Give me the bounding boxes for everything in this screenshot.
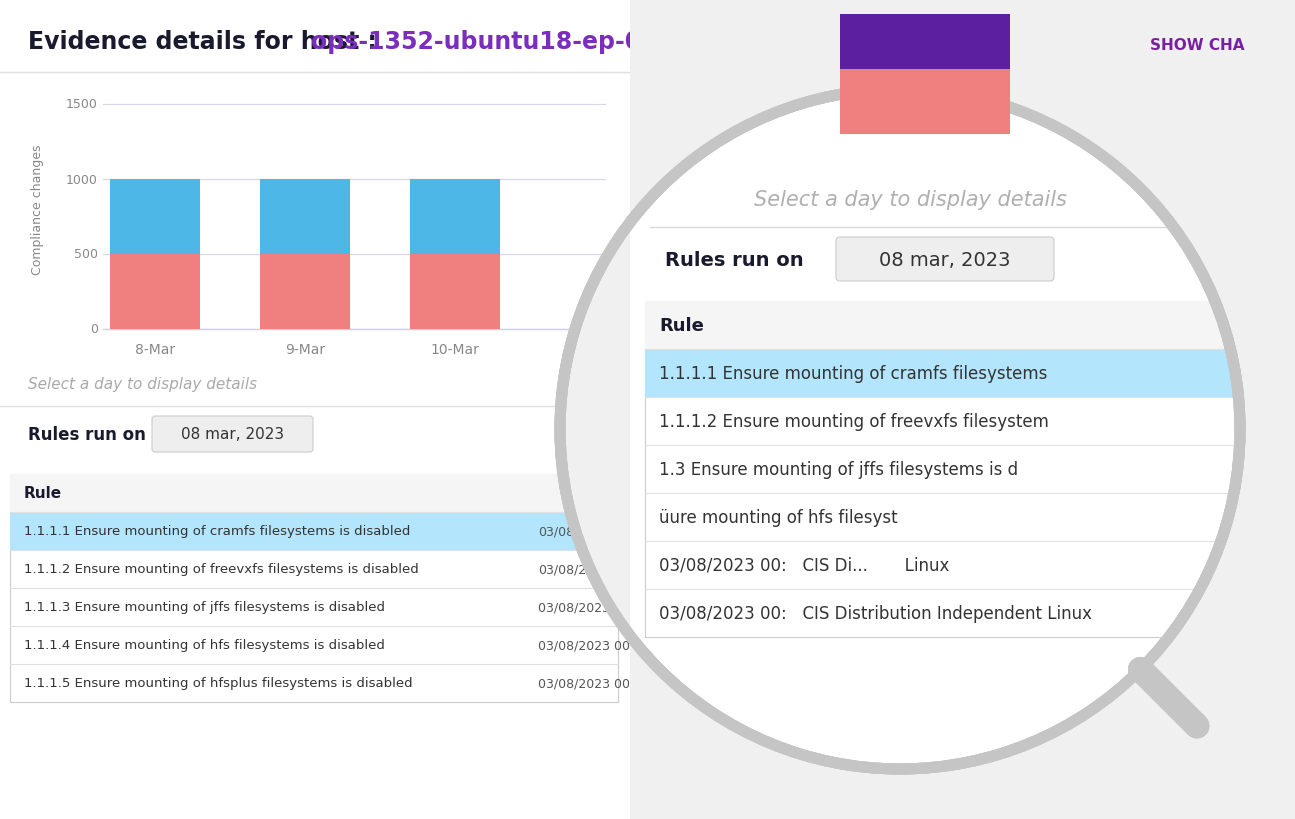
Text: 0: 0 <box>89 324 98 336</box>
Text: 03/08: 03/08 <box>537 525 574 538</box>
Text: 1000: 1000 <box>66 174 98 186</box>
Text: 1.1.1.1 Ensure mounting of cramfs filesystems is disabled: 1.1.1.1 Ensure mounting of cramfs filesy… <box>25 525 411 538</box>
Text: ops-1352-ubuntu18-ep-03: ops-1352-ubuntu18-ep-03 <box>311 30 658 54</box>
Bar <box>10 474 618 513</box>
Text: Rules run on: Rules run on <box>666 250 804 269</box>
Text: üure mounting of hfs filesyst: üure mounting of hfs filesyst <box>659 509 897 527</box>
Text: Select a day to display details: Select a day to display details <box>754 190 1067 210</box>
Bar <box>1241 0 1295 819</box>
Text: 08 mar, 2023: 08 mar, 2023 <box>879 250 1011 269</box>
Text: 1.1.1.2 Ensure mounting of freevxfs filesystem: 1.1.1.2 Ensure mounting of freevxfs file… <box>659 413 1049 431</box>
Bar <box>0 0 629 819</box>
Bar <box>629 0 1295 90</box>
Bar <box>411 255 500 329</box>
Text: 08 mar, 2023: 08 mar, 2023 <box>181 427 284 442</box>
Bar <box>645 350 1279 397</box>
FancyBboxPatch shape <box>837 238 1054 282</box>
Bar <box>260 180 350 255</box>
PathPatch shape <box>559 0 1295 819</box>
Text: 1500: 1500 <box>66 98 98 111</box>
Text: 10-Mar: 10-Mar <box>430 342 479 356</box>
Text: 9-Mar: 9-Mar <box>285 342 325 356</box>
Text: 1.1.1.1 Ensure mounting of cramfs filesystems: 1.1.1.1 Ensure mounting of cramfs filesy… <box>659 364 1048 382</box>
Text: SHOW CHA: SHOW CHA <box>1150 38 1244 52</box>
Text: Co: Co <box>1254 606 1272 620</box>
Text: 8-Mar: 8-Mar <box>135 342 175 356</box>
Bar <box>110 180 199 255</box>
Text: 03/08/2023 00:   CIS Distribution Independent Linux: 03/08/2023 00: CIS Distribution Independ… <box>659 604 1092 622</box>
Text: 03/08/2023 00:: 03/08/2023 00: <box>537 639 635 652</box>
Text: SHOW CHA: SHOW CHA <box>1150 38 1244 52</box>
Text: 03/08/2023 00:: 03/08/2023 00: <box>537 601 635 613</box>
Bar <box>10 474 618 702</box>
FancyBboxPatch shape <box>152 417 313 452</box>
Text: 1.1.1.4 Ensure mounting of hfs filesystems is disabled: 1.1.1.4 Ensure mounting of hfs filesyste… <box>25 639 385 652</box>
Text: T: T <box>600 486 610 501</box>
Bar <box>645 301 1279 637</box>
Text: Co: Co <box>1254 510 1272 524</box>
Text: Rule: Rule <box>659 317 704 335</box>
Text: 03/08/202: 03/08/202 <box>537 563 602 576</box>
Text: Co: Co <box>1254 559 1272 572</box>
Circle shape <box>559 90 1241 769</box>
Bar <box>840 70 1010 135</box>
Text: Evidence details for host :: Evidence details for host : <box>28 30 385 54</box>
Text: Rules run on: Rules run on <box>28 426 146 443</box>
Text: 03/08/2023 00:: 03/08/2023 00: <box>537 676 635 690</box>
Text: 500: 500 <box>74 248 98 261</box>
Bar <box>840 15 1010 70</box>
Text: 1.1.1.3 Ensure mounting of jffs filesystems is disabled: 1.1.1.3 Ensure mounting of jffs filesyst… <box>25 601 385 613</box>
Bar <box>260 255 350 329</box>
Bar <box>110 255 199 329</box>
Bar <box>10 513 618 550</box>
Text: Rule: Rule <box>25 486 62 501</box>
Bar <box>629 769 1295 819</box>
Text: 1.1.1.2 Ensure mounting of freevxfs filesystems is disabled: 1.1.1.2 Ensure mounting of freevxfs file… <box>25 563 418 576</box>
Text: 8-Mar: 8-Mar <box>884 101 936 119</box>
Bar <box>840 70 1010 135</box>
Text: 1.1.1.5 Ensure mounting of hfsplus filesystems is disabled: 1.1.1.5 Ensure mounting of hfsplus files… <box>25 676 413 690</box>
Text: 03/08/2023 00:   CIS Di...       Linux: 03/08/2023 00: CIS Di... Linux <box>659 556 949 574</box>
Text: 1.3 Ensure mounting of jffs filesystems is d: 1.3 Ensure mounting of jffs filesystems … <box>659 460 1018 478</box>
Text: Compliance changes: Compliance changes <box>31 145 44 275</box>
Bar <box>840 15 1010 70</box>
Text: Select a day to display details: Select a day to display details <box>28 377 258 392</box>
Bar <box>629 0 1295 819</box>
Bar <box>411 180 500 255</box>
Bar <box>645 301 1279 350</box>
